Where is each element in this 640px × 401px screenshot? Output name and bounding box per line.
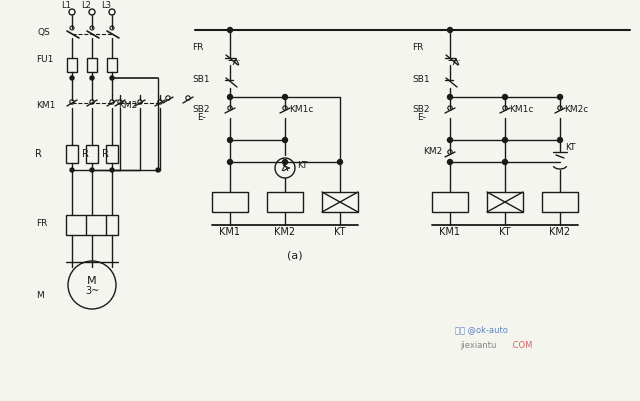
Circle shape	[282, 95, 287, 99]
Text: KT: KT	[334, 227, 346, 237]
Circle shape	[282, 138, 287, 142]
Bar	[542, 192, 578, 212]
Circle shape	[502, 138, 508, 142]
Text: L1: L1	[61, 2, 71, 10]
Text: E-: E-	[417, 113, 426, 122]
Text: M: M	[36, 290, 44, 300]
Circle shape	[447, 160, 452, 164]
Circle shape	[227, 95, 232, 99]
Bar	[322, 192, 358, 212]
Text: 3~: 3~	[85, 286, 99, 296]
Circle shape	[227, 138, 232, 142]
Text: FU1: FU1	[36, 55, 53, 65]
Circle shape	[447, 28, 452, 32]
Text: SB1: SB1	[412, 75, 429, 83]
Bar	[487, 192, 523, 212]
Circle shape	[557, 138, 563, 142]
Circle shape	[110, 76, 114, 80]
Bar	[86, 145, 98, 163]
Text: KM2: KM2	[118, 101, 137, 109]
Circle shape	[282, 160, 287, 164]
Circle shape	[227, 28, 232, 32]
Bar	[87, 58, 97, 72]
Text: QS: QS	[38, 28, 51, 36]
Text: SB2: SB2	[412, 105, 429, 115]
Circle shape	[447, 95, 452, 99]
Text: FR: FR	[412, 43, 424, 51]
Circle shape	[227, 160, 232, 164]
Bar	[432, 192, 468, 212]
Circle shape	[70, 168, 74, 172]
Text: SB1: SB1	[192, 75, 210, 83]
Bar	[67, 58, 77, 72]
Circle shape	[502, 160, 508, 164]
Text: KM2: KM2	[423, 148, 442, 156]
Circle shape	[90, 168, 94, 172]
Text: KT: KT	[565, 144, 575, 152]
Text: KM2: KM2	[549, 227, 571, 237]
Text: .COM: .COM	[510, 340, 532, 350]
Circle shape	[557, 95, 563, 99]
Bar	[66, 215, 118, 235]
Text: L2: L2	[81, 2, 91, 10]
Text: R: R	[82, 149, 89, 159]
Text: R: R	[35, 149, 42, 159]
Text: FR: FR	[192, 43, 204, 51]
Text: KM1c: KM1c	[289, 105, 314, 115]
Text: KM1c: KM1c	[509, 105, 533, 115]
Circle shape	[70, 76, 74, 80]
Text: jiexiantu: jiexiantu	[460, 340, 497, 350]
Circle shape	[337, 160, 342, 164]
Bar	[106, 145, 118, 163]
Circle shape	[90, 76, 94, 80]
Text: M: M	[87, 276, 97, 286]
Text: KM1: KM1	[220, 227, 241, 237]
Text: KM2c: KM2c	[564, 105, 588, 115]
Text: (a): (a)	[287, 250, 303, 260]
Circle shape	[502, 95, 508, 99]
Text: L3: L3	[101, 2, 111, 10]
Text: KT: KT	[297, 160, 307, 170]
Bar	[212, 192, 248, 212]
Text: SB2: SB2	[192, 105, 209, 115]
Text: KT: KT	[499, 227, 511, 237]
Bar	[107, 58, 117, 72]
Circle shape	[447, 138, 452, 142]
Text: E-: E-	[197, 113, 206, 122]
Bar	[267, 192, 303, 212]
Text: 知乎 @ok-auto: 知乎 @ok-auto	[455, 326, 508, 334]
Text: KM2: KM2	[275, 227, 296, 237]
Circle shape	[156, 168, 160, 172]
Bar	[66, 145, 78, 163]
Text: KM1: KM1	[440, 227, 461, 237]
Text: FR: FR	[36, 219, 47, 229]
Circle shape	[110, 168, 114, 172]
Text: KM1: KM1	[36, 101, 56, 109]
Text: R: R	[102, 149, 109, 159]
